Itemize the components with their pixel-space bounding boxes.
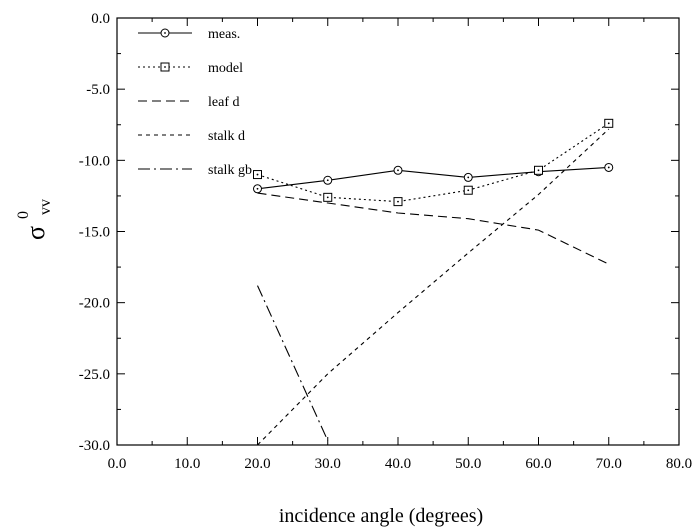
legend-marker-center [164,32,166,34]
legend-entry-meas: meas. [138,27,240,42]
series-line-stalk-gb [256,285,329,441]
axes [116,17,680,446]
series-line-meas [257,166,609,190]
y-axis-title: σ 0 vv [15,199,54,240]
series-line-model [257,122,610,203]
data-point-model-center [537,169,540,172]
series-model [253,118,614,207]
data-point-meas-center [397,169,399,172]
series-line-leaf-d [257,192,610,265]
series-meas [253,162,614,194]
x-tick-label: 70.0 [596,456,622,472]
y-axis-title-superscript: 0 [15,211,32,219]
y-tick-label: -5.0 [86,82,110,98]
x-tick-label: 30.0 [315,456,341,472]
legend-label: meas. [208,27,240,42]
ticks: 0.0 10.0 20.0 30.0 40.0 50.0 60.0 70.0 80.0 0.0 -5… [79,11,692,472]
data-point-meas-center [467,176,470,179]
series-stalk-gb [256,285,329,441]
x-axis-title: incidence angle (degrees) [279,505,483,527]
legend-label: leaf d [208,95,239,110]
data-point-model-center [397,200,399,203]
x-tick-label: 20.0 [244,456,270,472]
y-tick-label: 0.0 [91,11,110,27]
data-point-meas-center [256,187,259,190]
legend-marker-center [164,66,166,68]
x-tick-label: 40.0 [385,456,411,472]
legend: meas. model leaf d stalk d stalk gb [138,27,252,178]
legend-label: model [208,61,243,76]
x-tick-label: 10.0 [174,456,200,472]
series-leaf-d [257,192,610,265]
series-line-stalk-d [257,128,610,446]
y-tick-label: -20.0 [79,296,110,312]
y-axis-title-subscript: vv [37,199,54,215]
y-tick-label: -25.0 [79,367,110,383]
data-point-model-center [467,189,470,192]
legend-entry-model: model [138,61,243,76]
legend-entry-leaf-d: leaf d [138,95,239,110]
y-tick-label: -15.0 [79,225,110,241]
series-stalk-d [257,128,610,446]
data-point-meas-center [607,166,610,169]
data-point-model-center [256,173,259,176]
plot-frame [116,17,680,446]
svg-text:σ: σ [21,226,50,240]
x-tick-label: 60.0 [525,456,551,472]
x-tick-label: 50.0 [455,456,481,472]
y-tick-label: -10.0 [79,153,110,169]
data-point-model-center [326,196,329,199]
legend-label: stalk d [208,129,245,144]
legend-label: stalk gb [208,163,252,178]
legend-entry-stalk-gb: stalk gb [138,163,252,178]
y-tick-label: -30.0 [79,438,110,454]
x-tick-label: 0.0 [108,456,127,472]
legend-entry-stalk-d: stalk d [138,129,245,144]
data-point-meas-center [326,179,329,182]
x-tick-label: 80.0 [666,456,692,472]
series [253,118,614,446]
data-point-model-center [607,122,610,125]
y-axis-title-main: σ [21,226,50,240]
